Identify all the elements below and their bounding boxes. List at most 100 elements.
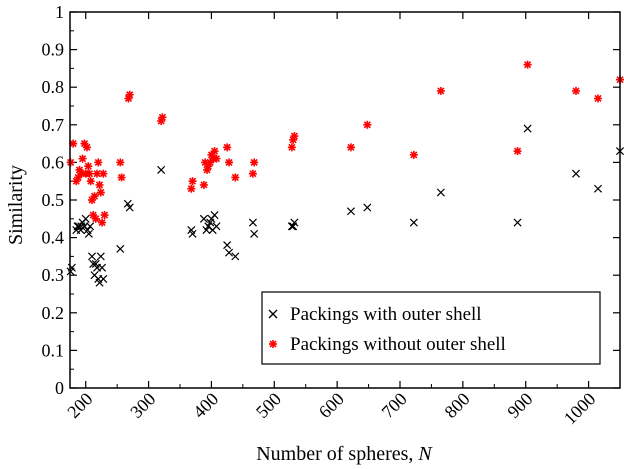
data-point-without-shell — [572, 86, 580, 95]
x-tick-label: 1000 — [560, 389, 600, 429]
legend-marker-without-shell — [269, 340, 277, 348]
x-tick-label: 400 — [189, 389, 222, 422]
data-point-with-shell — [98, 263, 107, 272]
y-tick-label: 0.8 — [42, 77, 65, 97]
data-point-with-shell — [223, 241, 232, 250]
data-point-without-shell — [94, 158, 103, 167]
y-tick-label: 0.1 — [42, 340, 65, 360]
data-point-without-shell — [231, 173, 240, 182]
y-axis-label: Similarity — [5, 165, 27, 245]
data-point-with-shell — [188, 229, 197, 238]
x-tick-label: 900 — [503, 389, 536, 422]
data-point-without-shell — [523, 60, 532, 69]
data-point-with-shell — [363, 203, 372, 212]
data-point-without-shell — [250, 158, 259, 167]
data-point-without-shell — [212, 154, 221, 163]
data-point-without-shell — [210, 147, 219, 156]
data-point-with-shell — [199, 214, 208, 223]
y-tick-label: 0.7 — [42, 115, 65, 135]
data-point-without-shell — [223, 143, 232, 152]
data-point-with-shell — [96, 252, 105, 261]
x-tick-label: 800 — [440, 389, 473, 422]
data-point-without-shell — [117, 173, 126, 182]
data-point-with-shell — [210, 211, 219, 220]
data-point-without-shell — [93, 169, 102, 178]
y-tick-label: 1 — [55, 2, 64, 22]
data-point-without-shell — [513, 147, 522, 156]
data-point-with-shell — [81, 214, 90, 223]
data-point-without-shell — [188, 177, 197, 186]
data-point-without-shell — [86, 177, 95, 186]
data-point-with-shell — [287, 222, 296, 231]
y-tick-label: 0.3 — [42, 265, 65, 285]
data-point-with-shell — [513, 218, 522, 227]
data-point-with-shell — [231, 252, 240, 261]
x-tick-label: 500 — [252, 389, 285, 422]
data-point-with-shell — [87, 252, 97, 261]
data-point-with-shell — [593, 184, 603, 193]
data-point-without-shell — [84, 162, 93, 171]
data-point-without-shell — [90, 192, 99, 201]
x-tick-label: 700 — [378, 389, 411, 422]
x-axis-label: Number of spheres, N — [256, 443, 433, 465]
legend-box — [261, 291, 601, 365]
data-point-without-shell — [125, 90, 134, 99]
x-axis-label-variable: N — [417, 443, 433, 465]
legend-label-with-shell: Packings with outer shell — [290, 304, 482, 325]
data-point-with-shell — [523, 124, 532, 133]
data-point-without-shell — [594, 94, 602, 103]
data-point-without-shell — [346, 143, 355, 152]
data-point-without-shell — [436, 86, 445, 95]
y-tick-label: 0.2 — [42, 303, 65, 323]
data-point-with-shell — [157, 165, 166, 174]
data-point-without-shell — [290, 132, 299, 141]
data-point-without-shell — [116, 158, 125, 167]
data-point-without-shell — [96, 188, 105, 197]
data-point-without-shell — [100, 211, 109, 220]
legend: Packings with outer shell Packings witho… — [261, 291, 601, 365]
legend-star-icon — [269, 340, 277, 348]
data-point-with-shell — [116, 244, 125, 253]
data-point-with-shell — [290, 218, 299, 227]
data-point-without-shell — [78, 154, 87, 163]
data-point-with-shell — [225, 248, 234, 257]
data-point-with-shell — [212, 222, 221, 231]
data-point-without-shell — [99, 169, 108, 178]
data-point-with-shell — [86, 222, 95, 231]
data-point-without-shell — [85, 169, 94, 178]
data-point-with-shell — [250, 229, 259, 238]
data-point-with-shell — [99, 274, 108, 283]
x-tick-label: 600 — [315, 389, 348, 422]
data-point-without-shell — [225, 158, 234, 167]
data-point-with-shell — [436, 188, 445, 197]
y-tick-label: 0.9 — [42, 40, 65, 60]
legend-marker-with-shell — [268, 309, 278, 319]
x-axis-label-text: Number of spheres, — [256, 443, 418, 465]
data-point-without-shell — [91, 214, 100, 223]
data-point-without-shell — [409, 150, 418, 159]
data-point-with-shell — [125, 203, 134, 212]
data-point-with-shell — [84, 229, 93, 238]
data-point-without-shell — [98, 218, 107, 227]
data-point-without-shell — [199, 180, 208, 189]
data-point-without-shell — [363, 120, 372, 129]
data-point-without-shell — [248, 169, 257, 178]
x-tick-label: 300 — [126, 389, 159, 422]
data-point-without-shell — [158, 113, 167, 122]
data-marks — [66, 60, 624, 287]
plot-frame — [69, 11, 621, 389]
data-point-without-shell — [187, 184, 196, 193]
data-point-with-shell — [248, 218, 257, 227]
data-point-with-shell — [571, 169, 581, 178]
data-point-without-shell — [82, 143, 91, 152]
y-tick-label: 0.5 — [42, 190, 65, 210]
y-tick-label: 0 — [55, 378, 64, 398]
y-tick-label: 0.4 — [42, 228, 65, 248]
data-point-with-shell — [346, 207, 355, 216]
data-point-without-shell — [287, 143, 296, 152]
data-point-without-shell — [95, 180, 104, 189]
legend-label-without-shell: Packings without outer shell — [290, 334, 506, 355]
data-point-with-shell — [409, 218, 418, 227]
y-tick-label: 0.6 — [42, 152, 65, 172]
